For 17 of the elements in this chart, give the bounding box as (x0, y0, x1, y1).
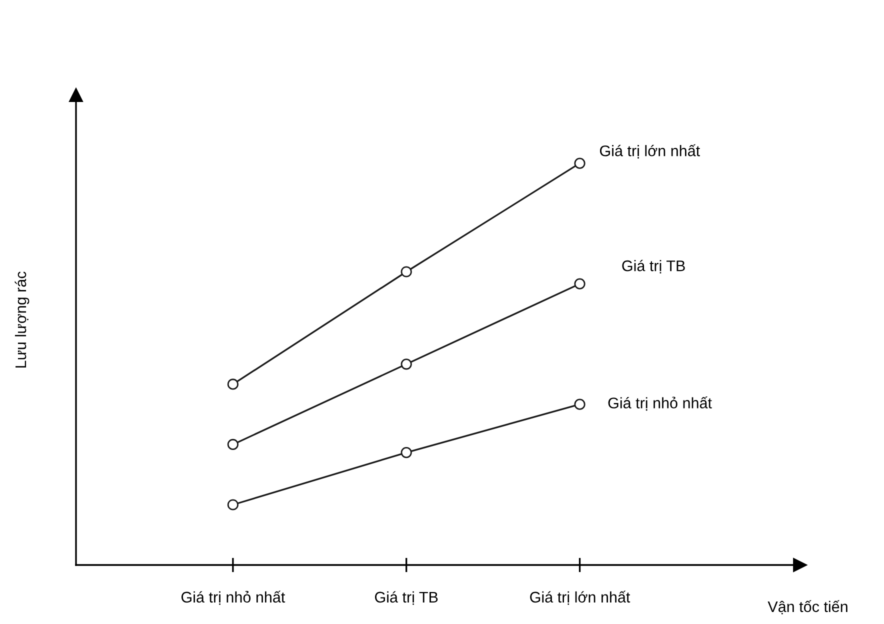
x-tick-label: Giá trị TB (375, 591, 438, 605)
point (574, 398, 586, 410)
point (400, 266, 412, 278)
y-axis-title: Lưu lượng rác (14, 272, 30, 368)
point (227, 438, 238, 450)
point (574, 158, 586, 169)
x-axis-title: Vận tốc tiến (768, 600, 848, 614)
point (227, 499, 238, 510)
series-label: Giá trị nhỏ nhất (608, 396, 712, 411)
point (400, 446, 412, 458)
x-tick-label: Giá trị lớn nhất (530, 590, 630, 605)
point (574, 278, 586, 290)
x-tick-label: Giá trị nhỏ nhất (181, 590, 286, 605)
series-label: Giá trị lớn nhất (600, 144, 700, 158)
point (227, 378, 238, 390)
point (400, 358, 412, 370)
text: Giá trị TB (622, 260, 685, 274)
